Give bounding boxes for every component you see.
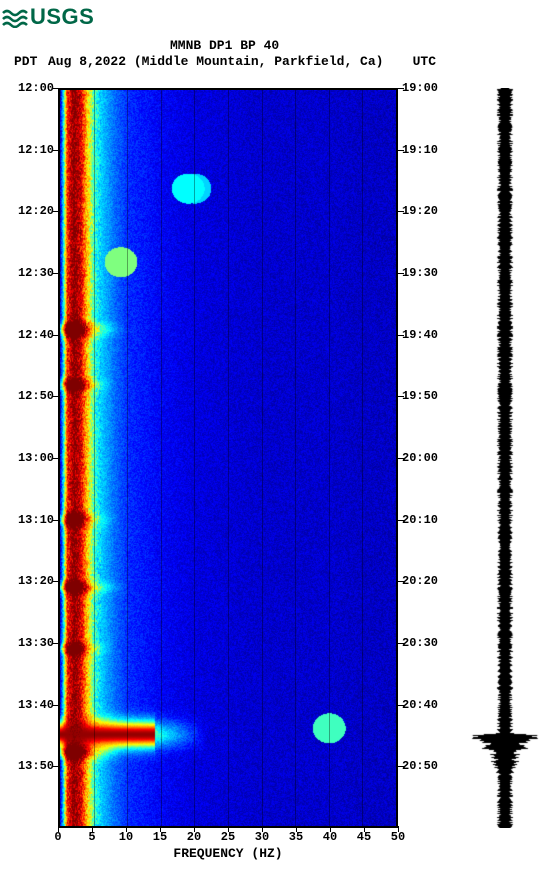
y-tick-mark [398, 520, 404, 521]
gridline [362, 90, 363, 826]
x-tick-mark [160, 826, 161, 832]
spectrogram-plot: 12:0019:0012:1019:1012:2019:2012:3019:30… [58, 88, 398, 828]
y-tick-mark [52, 273, 58, 274]
y-tick-left: 13:20 [18, 574, 54, 588]
spectrogram-panel [58, 88, 398, 828]
y-tick-mark [398, 88, 404, 89]
x-tick-mark [92, 826, 93, 832]
y-tick-mark [52, 211, 58, 212]
y-tick-right: 19:00 [402, 81, 438, 95]
x-tick: 30 [255, 830, 269, 844]
x-tick-mark [228, 826, 229, 832]
y-tick-right: 20:30 [402, 636, 438, 650]
y-tick-right: 20:40 [402, 698, 438, 712]
x-tick-mark [398, 826, 399, 832]
gridline [329, 90, 330, 826]
y-tick-mark [52, 396, 58, 397]
y-tick-mark [398, 396, 404, 397]
y-tick-left: 12:20 [18, 204, 54, 218]
x-tick: 40 [323, 830, 337, 844]
y-tick-left: 12:30 [18, 266, 54, 280]
y-tick-mark [52, 88, 58, 89]
y-tick-mark [398, 581, 404, 582]
y-tick-right: 19:50 [402, 389, 438, 403]
seismogram-canvas [470, 88, 540, 828]
y-tick-mark [52, 766, 58, 767]
gridline [194, 90, 195, 826]
gridline [295, 90, 296, 826]
y-tick-right: 20:10 [402, 513, 438, 527]
x-tick: 10 [119, 830, 133, 844]
gridline [127, 90, 128, 826]
x-tick-mark [262, 826, 263, 832]
y-tick-left: 13:10 [18, 513, 54, 527]
y-tick-left: 13:50 [18, 759, 54, 773]
y-tick-mark [398, 705, 404, 706]
y-tick-right: 20:50 [402, 759, 438, 773]
x-tick-mark [330, 826, 331, 832]
y-tick-mark [52, 643, 58, 644]
y-tick-mark [52, 150, 58, 151]
gridline [161, 90, 162, 826]
gridline [94, 90, 95, 826]
y-tick-mark [398, 211, 404, 212]
x-tick: 50 [391, 830, 405, 844]
x-tick-mark [194, 826, 195, 832]
wave-icon [2, 6, 28, 28]
y-tick-left: 13:40 [18, 698, 54, 712]
x-tick-mark [296, 826, 297, 832]
x-tick: 15 [153, 830, 167, 844]
y-tick-left: 12:00 [18, 81, 54, 95]
y-tick-mark [398, 458, 404, 459]
gridline [262, 90, 263, 826]
y-tick-mark [398, 643, 404, 644]
y-tick-mark [52, 581, 58, 582]
y-tick-right: 19:30 [402, 266, 438, 280]
x-axis-label: FREQUENCY (HZ) [58, 846, 398, 861]
x-tick: 5 [88, 830, 95, 844]
y-tick-right: 20:20 [402, 574, 438, 588]
plot-subtitle: Aug 8,2022 (Middle Mountain, Parkfield, … [48, 54, 383, 69]
x-tick-mark [126, 826, 127, 832]
plot-title: MMNB DP1 BP 40 [170, 38, 279, 53]
y-tick-mark [52, 458, 58, 459]
y-tick-right: 20:00 [402, 451, 438, 465]
y-tick-mark [52, 520, 58, 521]
x-tick: 25 [221, 830, 235, 844]
y-tick-left: 12:40 [18, 328, 54, 342]
y-tick-mark [398, 766, 404, 767]
logo-text: USGS [30, 4, 94, 30]
tz-left-label: PDT [14, 54, 37, 69]
tz-right-label: UTC [413, 54, 436, 69]
y-tick-right: 19:40 [402, 328, 438, 342]
y-tick-left: 13:30 [18, 636, 54, 650]
x-tick-mark [58, 826, 59, 832]
y-tick-mark [398, 150, 404, 151]
usgs-logo: USGS [2, 4, 94, 30]
y-tick-mark [398, 273, 404, 274]
y-tick-left: 12:10 [18, 143, 54, 157]
y-tick-right: 19:20 [402, 204, 438, 218]
x-tick-mark [364, 826, 365, 832]
y-tick-mark [398, 335, 404, 336]
x-tick: 0 [54, 830, 61, 844]
x-tick: 35 [289, 830, 303, 844]
y-tick-right: 19:10 [402, 143, 438, 157]
y-tick-mark [52, 335, 58, 336]
y-tick-left: 12:50 [18, 389, 54, 403]
x-tick: 45 [357, 830, 371, 844]
y-tick-left: 13:00 [18, 451, 54, 465]
y-tick-mark [52, 705, 58, 706]
seismogram-panel [470, 88, 540, 828]
x-tick: 20 [187, 830, 201, 844]
gridline [228, 90, 229, 826]
